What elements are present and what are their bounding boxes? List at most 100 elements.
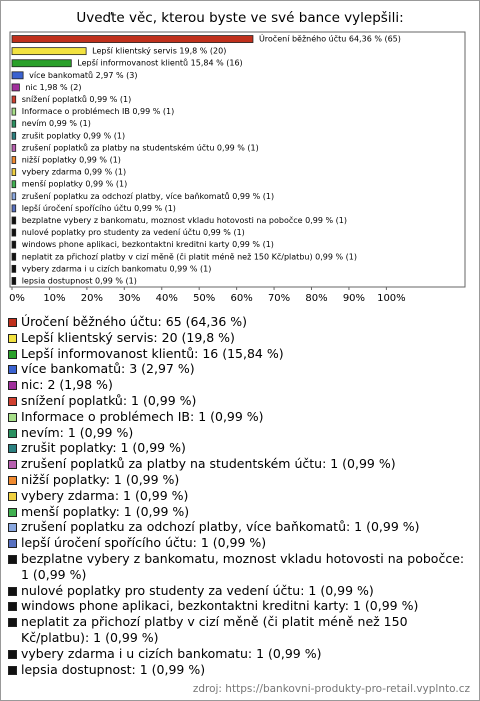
legend-swatch <box>8 444 17 454</box>
legend-item: Lepší klientský servis: 20 (19,8 %) <box>8 330 470 346</box>
legend-swatch <box>8 365 17 375</box>
legend: Úročení běžného účtu: 65 (64,36 %) Lepší … <box>8 314 470 677</box>
legend-item: snížení poplatků: 1 (0,99 %) <box>8 393 470 409</box>
legend-swatch <box>8 396 17 406</box>
x-tick-label: 10% <box>43 293 65 304</box>
bar-label: Lepší informovanost klientů 15,84 % (16) <box>77 58 242 68</box>
bar <box>11 240 17 249</box>
legend-swatch <box>8 618 17 628</box>
legend-item: Informace o problémech IB: 1 (0,99 %) <box>8 409 470 425</box>
bar <box>11 119 17 128</box>
bar <box>11 252 17 261</box>
bar-label: nulové poplatky pro studenty za vedení ú… <box>22 227 245 237</box>
legend-item: lepší úročení spořícího účtu: 1 (0,99 %) <box>8 535 470 551</box>
legend-swatch <box>8 649 17 659</box>
legend-item: vybery zdarma i u cizích bankomatu: 1 (0… <box>8 646 470 662</box>
legend-label: nižší poplatky: 1 (0,99 %) <box>21 471 180 487</box>
legend-label: Lepší informovanost klientů: 16 (15,84 %… <box>21 345 284 361</box>
bar-label: lepsia dostupnost 0,99 % (1) <box>22 276 137 285</box>
bar <box>11 83 20 92</box>
bar <box>11 216 17 225</box>
bar <box>11 264 17 273</box>
x-tick-label: 0% <box>9 293 25 304</box>
x-tick-label: 90% <box>343 293 365 304</box>
bar-label: neplatit za přichozí platby v cizí měně … <box>22 251 357 261</box>
bar-label: nic 1,98 % (2) <box>25 83 81 92</box>
legend-item: zrušení poplatků za platby na studentské… <box>8 456 470 472</box>
legend-item: více bankomatů: 3 (2,97 %) <box>8 361 470 377</box>
bar <box>11 180 17 189</box>
bar <box>11 47 87 56</box>
bar-label: zrušení poplatku za odchozí platby, více… <box>22 191 274 201</box>
chart: Uveďte věc, kterou byste ve své bance vy… <box>9 10 466 304</box>
bar <box>11 71 24 80</box>
legend-label: vybery zdarma: 1 (0,99 %) <box>21 487 189 503</box>
legend-item: vybery zdarma: 1 (0,99 %) <box>8 488 470 504</box>
legend-swatch <box>8 349 17 359</box>
legend-item: menší poplatky: 1 (0,99 %) <box>8 504 470 520</box>
bar-label: více bankomatů 2,97 % (3) <box>29 70 137 80</box>
legend-item: lepsia dostupnost: 1 (0,99 %) <box>8 662 470 678</box>
legend-label: Úročení běžného účtu: 65 (64,36 %) <box>21 314 248 329</box>
bar-label: nevím 0,99 % (1) <box>22 119 91 128</box>
bar-label: vybery zdarma i u cizích bankomatu 0,99 … <box>22 264 212 273</box>
legend-swatch <box>8 523 17 533</box>
x-tick-label: 50% <box>193 293 215 304</box>
legend-label: Informace o problémech IB: 1 (0,99 %) <box>21 408 264 424</box>
bar <box>11 277 17 285</box>
bar <box>11 192 17 201</box>
bar-label: bezplatne vybery z bankomatu, moznost vk… <box>22 215 347 225</box>
x-tick-label: 60% <box>231 293 253 304</box>
bar <box>11 156 17 164</box>
x-tick-label: 80% <box>305 293 327 304</box>
legend-swatch <box>8 539 17 549</box>
x-tick-label: 40% <box>156 293 178 304</box>
bar <box>11 204 17 213</box>
legend-item: nižší poplatky: 1 (0,99 %) <box>8 472 470 488</box>
bar <box>11 168 17 176</box>
legend-swatch <box>8 381 17 391</box>
legend-swatch <box>8 554 17 564</box>
legend-label: lepsia dostupnost: 1 (0,99 %) <box>21 661 206 677</box>
bar-label: snížení poplatků 0,99 % (1) <box>22 94 132 104</box>
legend-item: windows phone aplikaci, bezkontaktni kre… <box>8 598 470 614</box>
legend-item: nulové poplatky pro studenty za vedení ú… <box>8 583 470 599</box>
bar <box>11 144 17 152</box>
bar <box>11 95 17 104</box>
bar-label: zrušení poplatků za platby na studentské… <box>22 142 259 152</box>
legend-item: nevím: 1 (0,99 %) <box>8 425 470 441</box>
legend-swatch <box>8 460 17 470</box>
legend-swatch <box>8 586 17 596</box>
legend-swatch <box>8 491 17 501</box>
legend-swatch <box>8 428 17 438</box>
bar <box>11 228 17 237</box>
legend-item: bezplatne vybery z bankomatu, moznost vk… <box>8 551 470 583</box>
bar <box>11 131 17 140</box>
legend-label: zrušit poplatky: 1 (0,99 %) <box>21 440 186 456</box>
bar <box>11 107 17 116</box>
legend-label: menší poplatky: 1 (0,99 %) <box>21 503 190 519</box>
bar-label: Lepší klientský servis 19,8 % (20) <box>92 46 226 56</box>
legend-label: Lepší klientský servis: 20 (19,8 %) <box>21 329 235 345</box>
legend-label: windows phone aplikaci, bezkontaktni kre… <box>21 598 419 614</box>
legend-label: zrušení poplatků za platby na studentské… <box>21 456 396 472</box>
legend-label: bezplatne vybery z bankomatu, moznost vk… <box>21 550 465 582</box>
legend-label: nevím: 1 (0,99 %) <box>21 424 134 440</box>
legend-item: nic: 2 (1,98 %) <box>8 377 470 393</box>
legend-item: zrušení poplatku za odchozí platby, více… <box>8 519 470 535</box>
source: zdroj: https://bankovni-produkty-pro-ret… <box>192 683 470 695</box>
legend-swatch <box>8 665 17 675</box>
legend-item: zrušit poplatky: 1 (0,99 %) <box>8 440 470 456</box>
legend-swatch <box>8 412 17 422</box>
bar-label: windows phone aplikaci, bezkontaktni kre… <box>22 240 274 249</box>
bar-label: zrušit poplatky 0,99 % (1) <box>22 130 125 140</box>
chart-title: Uveďte věc, kterou byste ve své bance vy… <box>76 10 403 26</box>
legend-label: neplatit za přichozí platby v cizí měně … <box>21 614 408 645</box>
legend-swatch <box>8 333 17 343</box>
legend-label: více bankomatů: 3 (2,97 %) <box>21 361 195 377</box>
legend-swatch <box>8 507 17 517</box>
bar <box>11 59 72 68</box>
legend-swatch <box>8 602 17 612</box>
legend-swatch <box>8 475 17 485</box>
legend-label: zrušení poplatku za odchozí platby, více… <box>21 519 420 535</box>
